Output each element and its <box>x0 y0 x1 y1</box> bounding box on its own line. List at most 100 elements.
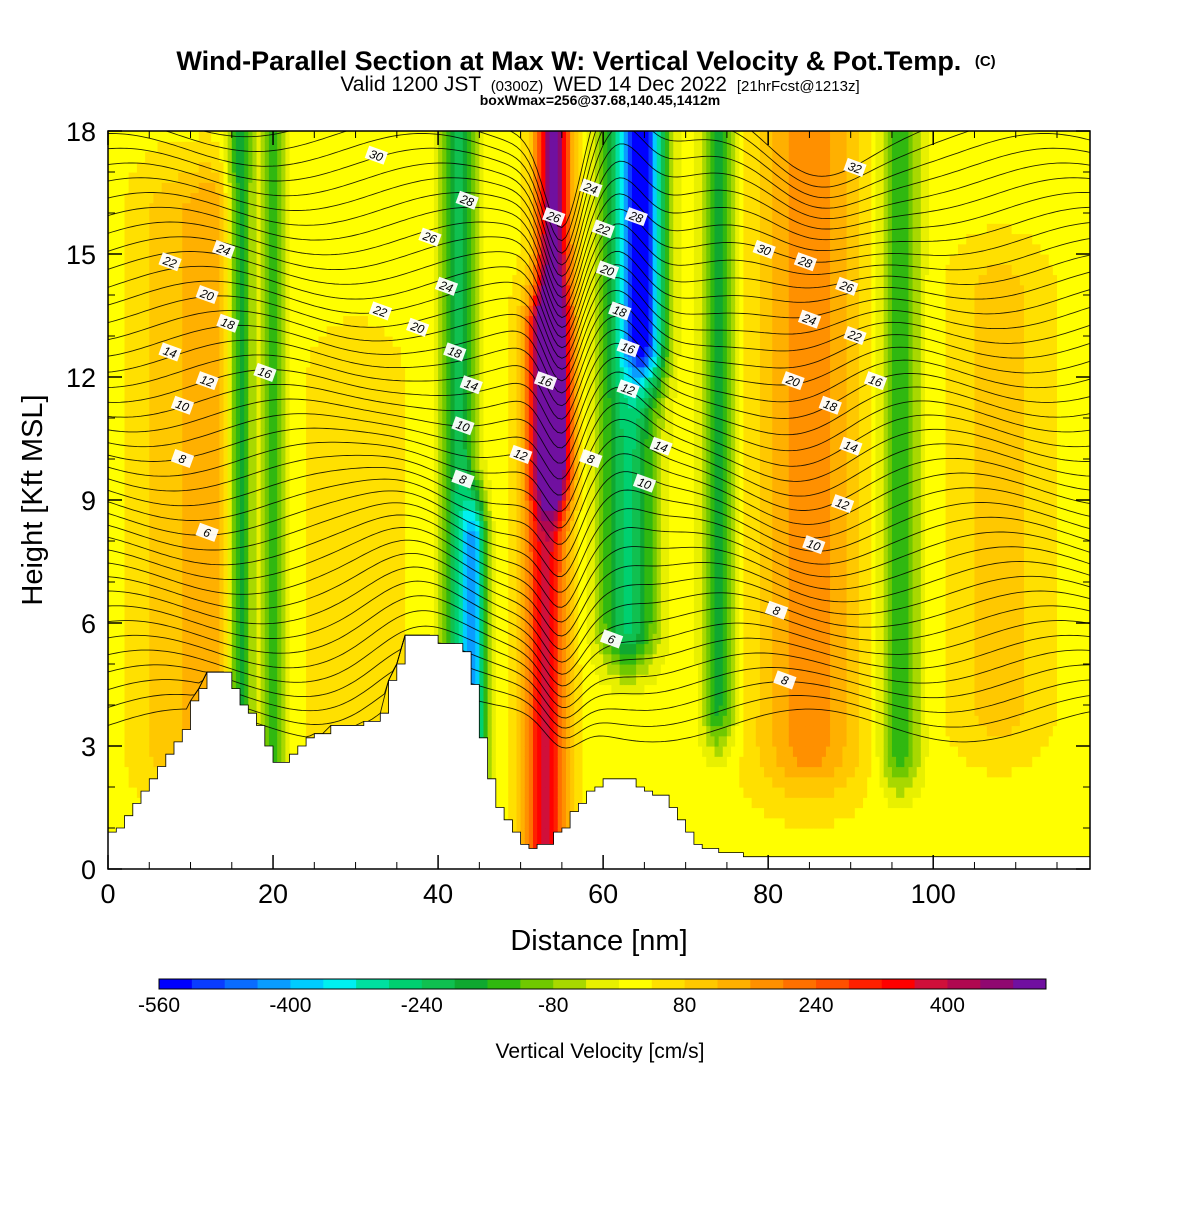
velocity-cell <box>108 582 113 593</box>
velocity-cell <box>277 356 282 368</box>
velocity-cell <box>306 489 311 501</box>
velocity-cell <box>310 715 315 727</box>
velocity-cell <box>116 817 121 829</box>
velocity-cell <box>198 213 204 224</box>
velocity-cell <box>359 418 365 429</box>
velocity-cell <box>227 366 233 378</box>
velocity-cell <box>359 264 365 276</box>
velocity-cell <box>207 213 212 224</box>
velocity-cell <box>289 377 295 388</box>
velocity-cell <box>178 202 183 214</box>
velocity-cell <box>306 407 311 419</box>
velocity-cell <box>260 694 266 706</box>
velocity-cell <box>190 469 196 481</box>
velocity-cell <box>376 715 381 727</box>
velocity-cell <box>182 633 187 645</box>
velocity-cell <box>161 756 167 768</box>
velocity-cell <box>186 274 192 286</box>
velocity-cell <box>322 233 328 245</box>
velocity-cell <box>384 264 390 276</box>
velocity-cell <box>120 746 126 757</box>
velocity-cell <box>132 192 138 204</box>
velocity-cell <box>376 213 381 224</box>
velocity-cell <box>268 715 274 727</box>
velocity-cell <box>108 643 113 655</box>
velocity-cell <box>376 243 381 255</box>
velocity-cell <box>297 305 303 317</box>
velocity-cell <box>248 213 254 224</box>
velocity-cell <box>215 664 221 675</box>
velocity-cell <box>301 315 307 327</box>
velocity-cell <box>157 223 163 235</box>
velocity-cell <box>165 715 171 727</box>
velocity-cell <box>161 325 167 337</box>
velocity-cell <box>384 141 390 153</box>
velocity-cell <box>116 797 121 809</box>
velocity-cell <box>326 469 332 481</box>
velocity-cell <box>339 223 344 235</box>
velocity-cell <box>384 428 390 440</box>
velocity-cell <box>372 274 377 286</box>
velocity-cell <box>198 131 204 142</box>
velocity-cell <box>367 264 373 276</box>
velocity-cell <box>120 787 126 798</box>
velocity-cell <box>281 541 287 552</box>
velocity-cell <box>260 469 266 481</box>
velocity-cell <box>194 582 200 593</box>
velocity-cell <box>211 551 216 563</box>
velocity-cell <box>136 674 142 686</box>
velocity-cell <box>252 623 258 634</box>
velocity-cell <box>256 161 262 173</box>
velocity-cell <box>219 161 225 173</box>
velocity-cell <box>301 264 307 276</box>
velocity-cell <box>194 315 200 327</box>
velocity-cell <box>198 664 204 675</box>
velocity-cell <box>273 418 278 429</box>
velocity-cell <box>388 530 394 542</box>
velocity-cell <box>355 325 361 337</box>
velocity-cell <box>186 674 192 686</box>
velocity-cell <box>112 428 117 440</box>
velocity-cell <box>252 459 258 470</box>
velocity-cell <box>165 131 171 142</box>
velocity-cell <box>169 325 175 337</box>
velocity-cell <box>240 561 245 573</box>
velocity-cell <box>293 172 299 183</box>
velocity-cell <box>355 684 361 696</box>
velocity-cell <box>268 264 274 276</box>
velocity-cell <box>231 592 237 604</box>
velocity-cell <box>174 131 179 142</box>
velocity-cell <box>314 213 320 224</box>
velocity-cell <box>190 582 196 593</box>
velocity-cell <box>326 243 332 255</box>
velocity-cell <box>169 182 175 194</box>
velocity-cell <box>198 551 204 563</box>
velocity-cell <box>244 664 249 675</box>
velocity-cell <box>120 530 126 542</box>
velocity-cell <box>207 387 212 399</box>
velocity-cell <box>285 366 291 378</box>
velocity-cell <box>128 705 134 716</box>
velocity-cell <box>219 172 225 183</box>
velocity-cell <box>136 530 142 542</box>
velocity-cell <box>161 612 167 624</box>
velocity-cell <box>351 325 357 337</box>
velocity-cell <box>153 643 159 655</box>
velocity-cell <box>260 387 266 399</box>
velocity-cell <box>273 192 278 204</box>
velocity-cell <box>268 735 274 747</box>
velocity-cell <box>219 418 225 429</box>
velocity-cell <box>268 520 274 532</box>
velocity-cell <box>285 295 291 306</box>
velocity-cell <box>116 459 121 470</box>
velocity-cell <box>194 469 200 481</box>
velocity-cell <box>186 161 192 173</box>
velocity-cell <box>359 551 365 563</box>
velocity-cell <box>211 151 216 163</box>
velocity-cell <box>231 623 237 634</box>
velocity-cell <box>268 233 274 245</box>
velocity-cell <box>244 520 249 532</box>
velocity-cell <box>124 705 130 716</box>
velocity-cell <box>136 243 142 255</box>
velocity-cell <box>124 161 130 173</box>
